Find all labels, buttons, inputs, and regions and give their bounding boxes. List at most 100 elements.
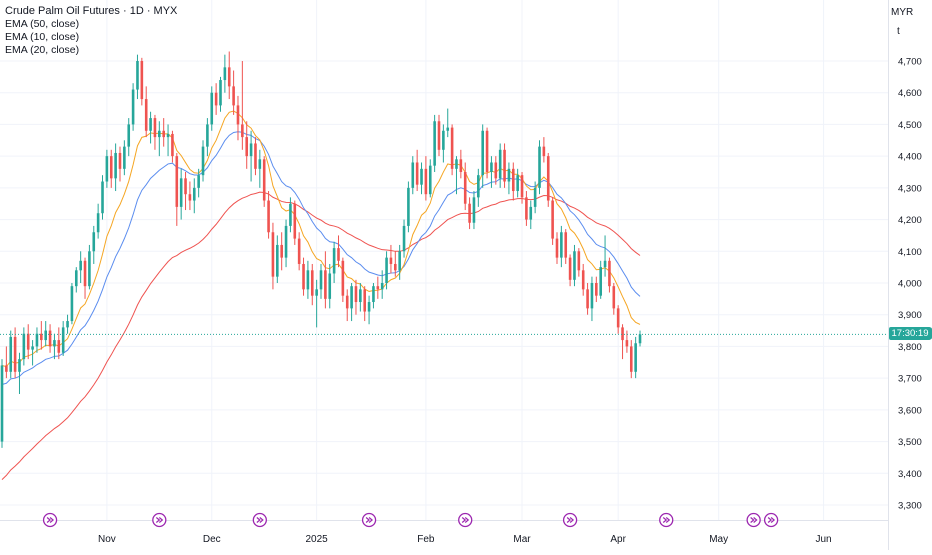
candle-body <box>57 340 61 353</box>
candle-body <box>494 162 498 179</box>
candle-body <box>568 257 572 280</box>
time-tick-label: Jun <box>815 534 831 545</box>
candle-body <box>258 159 262 169</box>
candle-body <box>40 333 43 341</box>
candle-body <box>345 295 349 309</box>
candle-body <box>359 289 362 303</box>
fast-forward-circle-icon[interactable] <box>42 512 58 528</box>
candle-body <box>573 251 576 280</box>
candle-body <box>407 187 410 226</box>
fast-forward-circle-icon[interactable] <box>361 512 377 528</box>
price-tick-label: 4,600 <box>898 88 922 99</box>
symbol-title: Crude Palm Oil Futures · 1D · MYX <box>5 5 178 17</box>
fast-forward-circle-icon[interactable] <box>152 512 167 528</box>
candle-body <box>197 175 200 188</box>
ema20-series <box>1 131 641 385</box>
candle-body <box>564 232 568 258</box>
candle-body <box>48 330 52 347</box>
candle-body <box>498 149 502 179</box>
candle-body <box>123 146 126 169</box>
candle-body <box>529 206 533 220</box>
candle-body <box>241 124 244 138</box>
candle-body <box>289 203 292 226</box>
candle-body <box>398 251 401 271</box>
price-tick-label: 3,700 <box>898 374 922 385</box>
candle-body <box>271 232 275 277</box>
ema50-line <box>1 191 641 480</box>
price-tick-label: 3,300 <box>898 501 922 512</box>
fast-forward-circle-icon[interactable] <box>763 512 779 528</box>
candle-body <box>127 124 131 147</box>
fast-forward-circle-icon[interactable] <box>458 512 473 528</box>
candle-body <box>188 194 192 201</box>
candle-body <box>450 127 454 169</box>
chart-legend: Crude Palm Oil Futures · 1D · MYX EMA (5… <box>5 5 177 57</box>
ema10-series <box>1 110 641 368</box>
candle-body <box>367 302 371 312</box>
candle-body <box>437 121 441 150</box>
candle-body <box>586 289 589 309</box>
price-axis[interactable]: 3,300 3,400 3,500 3,600 3,700 3,800 3,900 4,000… <box>888 0 932 550</box>
candle-body <box>503 149 506 182</box>
candle-body <box>485 130 489 172</box>
candle-body <box>319 270 323 290</box>
candle-body <box>603 260 607 268</box>
candle-body <box>219 80 222 106</box>
price-tick-label: 3,900 <box>898 310 922 321</box>
price-tick-label: 4,300 <box>898 183 922 194</box>
candle-body <box>546 156 550 201</box>
indicator-ema20[interactable]: EMA (20, close) <box>5 44 80 56</box>
candle-body <box>463 172 467 204</box>
candle-body <box>533 187 537 207</box>
time-tick-label: Nov <box>98 534 116 545</box>
candle-body <box>363 289 367 312</box>
candle-body <box>380 283 384 290</box>
candle-body <box>31 346 34 350</box>
currency-label[interactable]: MYR <box>891 7 914 18</box>
candle-body <box>315 289 318 296</box>
candle-body <box>560 232 563 258</box>
candle-body <box>158 130 161 138</box>
candle-body <box>83 260 87 287</box>
candle-body <box>354 286 358 303</box>
candle-body <box>629 346 633 372</box>
candle-body <box>468 203 471 223</box>
candle-body <box>0 365 4 442</box>
candle-body <box>402 225 406 252</box>
candle-body <box>18 359 21 372</box>
candle-body <box>520 175 524 198</box>
candle-body <box>101 181 104 214</box>
countdown-badge: 17:30:19 <box>889 327 931 341</box>
fast-forward-circle-icon[interactable] <box>659 512 674 528</box>
candle-body <box>184 178 187 195</box>
candle-body <box>192 187 196 201</box>
indicator-ema50[interactable]: EMA (50, close) <box>5 18 80 30</box>
fast-forward-circle-icon[interactable] <box>562 512 578 528</box>
candle-body <box>66 321 69 328</box>
candle-body <box>136 61 139 90</box>
candle-body <box>332 248 336 274</box>
price-tick-label: 4,000 <box>898 279 922 290</box>
indicator-ema10[interactable]: EMA (10, close) <box>5 31 80 43</box>
candle-body <box>22 333 26 360</box>
fast-forward-circle-icon[interactable] <box>252 512 267 528</box>
candle-body <box>92 232 96 252</box>
time-tick-label: Mar <box>513 534 531 545</box>
candle-body <box>306 270 310 290</box>
candle-body <box>131 89 135 125</box>
candle-body <box>477 175 480 198</box>
candle-body <box>411 162 415 188</box>
candle-body <box>577 251 581 271</box>
candle-body <box>590 283 594 309</box>
fast-forward-circle-icon[interactable] <box>746 512 761 528</box>
candle-body <box>140 61 144 100</box>
price-tick-label: 4,400 <box>898 152 922 163</box>
candle-body <box>385 257 388 283</box>
candle-body <box>297 238 301 264</box>
unit-label[interactable]: t <box>897 26 900 37</box>
candle-body <box>236 105 240 125</box>
candle-body <box>13 336 17 372</box>
candle-body <box>179 178 183 207</box>
candle-body <box>551 200 554 239</box>
